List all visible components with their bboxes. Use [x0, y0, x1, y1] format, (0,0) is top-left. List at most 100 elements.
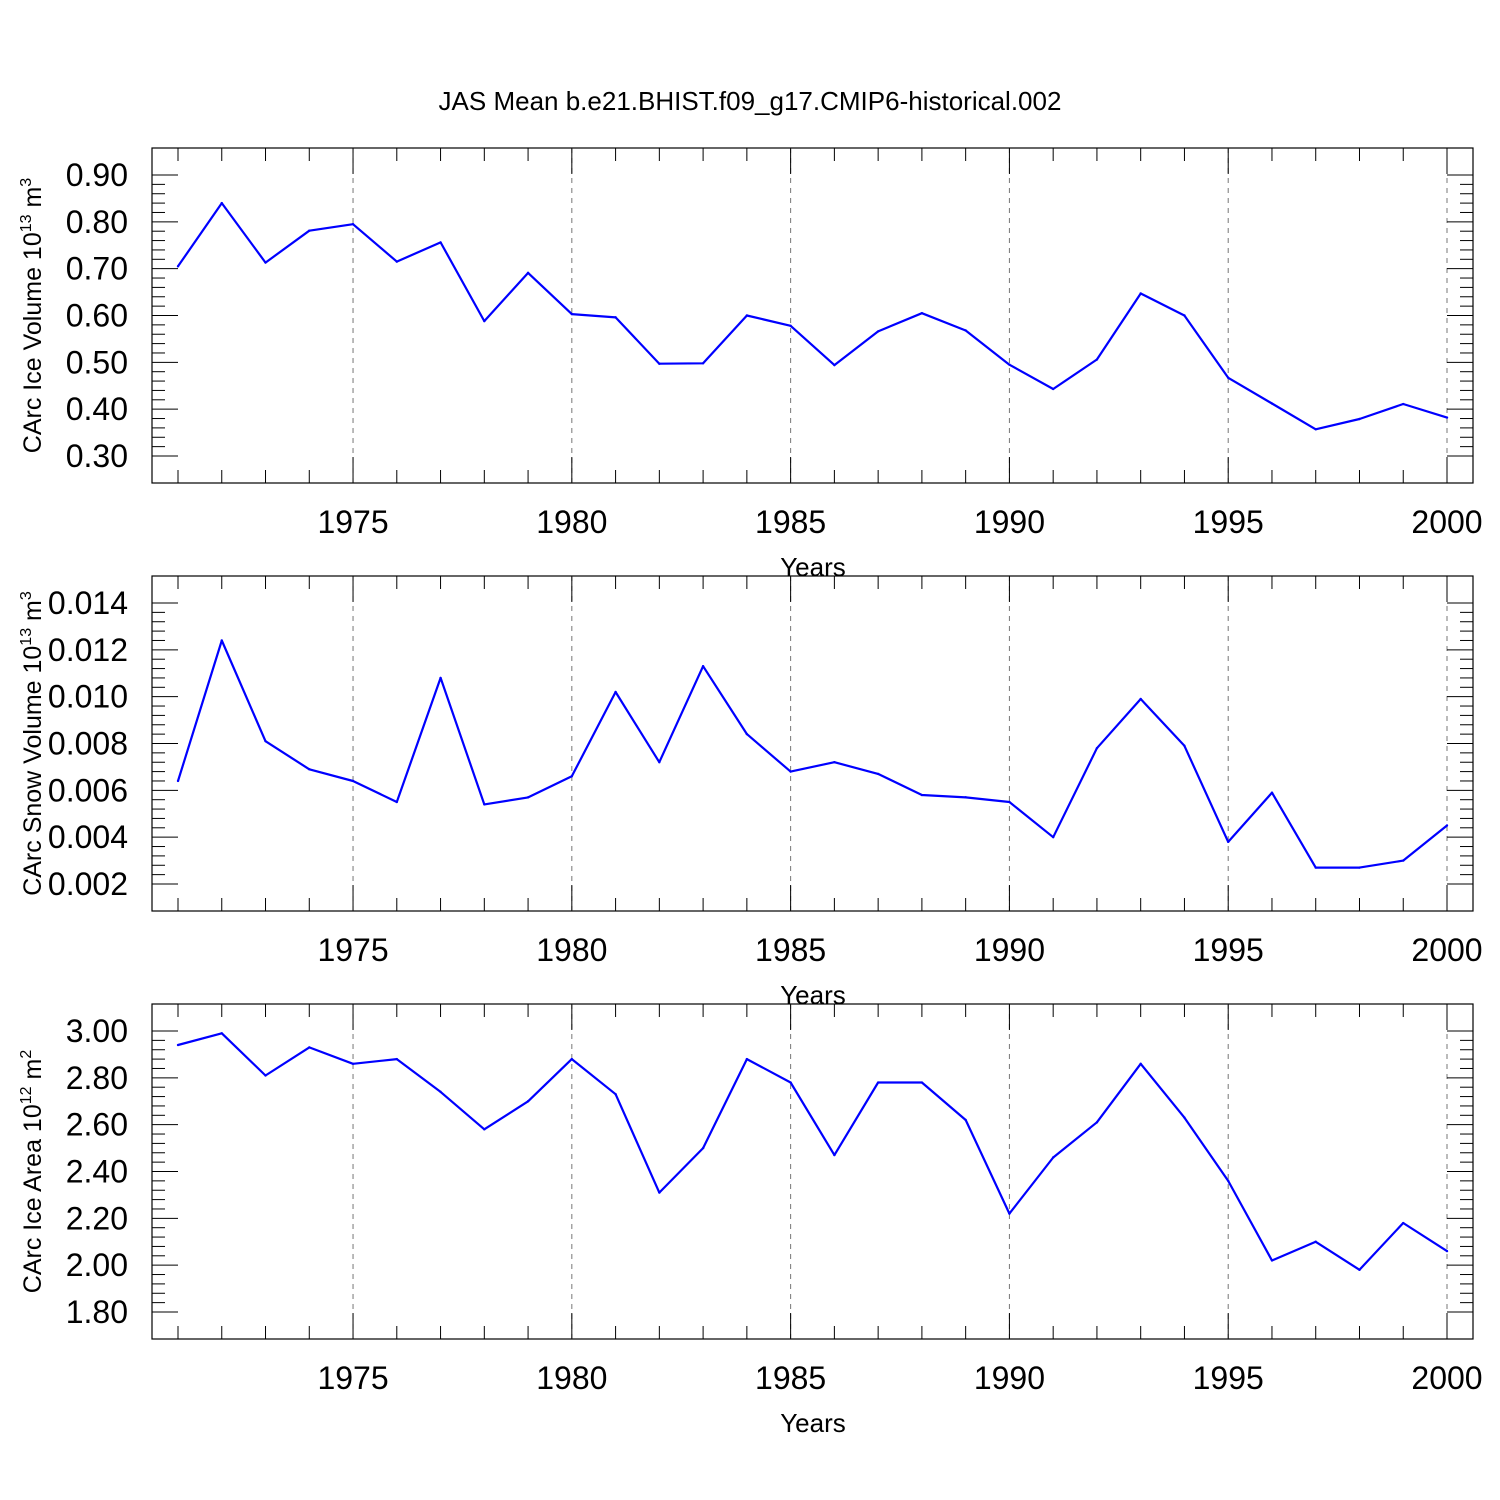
data-point [1008, 800, 1011, 804]
y-tick-label: 0.010 [48, 679, 128, 715]
y-tick-label: 2.80 [66, 1060, 128, 1096]
y-tick-label: 0.002 [48, 866, 128, 902]
data-point [789, 770, 792, 773]
y-tick-label: 0.012 [48, 632, 128, 668]
data-point [876, 772, 880, 776]
data-point [570, 312, 574, 316]
x-tick-label: 1990 [974, 504, 1045, 540]
data-point [920, 311, 924, 315]
data-point [701, 665, 705, 668]
data-point [308, 1046, 311, 1049]
data-point [264, 1074, 267, 1077]
data-point [745, 1057, 749, 1061]
y-axis-label: CArc Snow Volume 1013 m3 [18, 591, 47, 896]
data-point [614, 690, 617, 694]
data-point [1358, 866, 1361, 869]
y-tick-label: 0.70 [66, 251, 128, 287]
chart-panel-3: 1.80 2.00 2.20 2.40 2.60 2.80 3.00 1975 1980 1985… [18, 1003, 1483, 1438]
data-point [439, 1090, 442, 1094]
data-point [526, 271, 530, 275]
data-point [483, 319, 486, 323]
data-point [395, 800, 398, 804]
data-point [483, 1128, 486, 1131]
data-point [1008, 363, 1011, 366]
data-point [1402, 859, 1405, 862]
y-tick-label: 0.40 [66, 391, 128, 427]
data-point [614, 1093, 617, 1096]
data-point [1139, 697, 1142, 701]
y-tick-label: 0.60 [66, 298, 128, 334]
data-point [1445, 1249, 1449, 1253]
data-point [439, 676, 442, 680]
y-tick-label: 0.014 [48, 585, 128, 621]
data-point [1270, 402, 1274, 405]
data-point [964, 1118, 967, 1122]
x-tick-label: 1975 [317, 932, 388, 968]
data-point [395, 1057, 398, 1061]
data-point [1051, 835, 1055, 839]
y-tick-label: 0.006 [48, 772, 128, 808]
data-point [920, 793, 924, 797]
data-point [439, 241, 442, 244]
data-point [833, 1153, 836, 1157]
data-point [614, 316, 617, 319]
y-tick-label: 0.008 [48, 726, 128, 762]
x-axis-label: Years [780, 980, 846, 1010]
data-point [1183, 744, 1186, 748]
data-point [176, 1043, 180, 1047]
y-tick-label: 0.004 [48, 819, 128, 855]
data-point [964, 329, 967, 332]
data-point [920, 1081, 924, 1084]
data-point [1358, 1268, 1361, 1272]
x-tick-label: 1985 [755, 1360, 826, 1396]
y-tick-label: 0.90 [66, 157, 128, 193]
y-tick-label: 0.50 [66, 344, 128, 380]
data-point [1270, 1259, 1274, 1262]
data-point [1402, 1221, 1405, 1225]
data-point [526, 1100, 530, 1103]
data-point [1095, 358, 1099, 361]
data-point [1095, 1121, 1099, 1124]
data-point [833, 363, 836, 367]
data-point [701, 362, 705, 365]
data-point [1139, 292, 1142, 295]
data-point [1227, 376, 1230, 379]
x-tick-label: 1980 [536, 504, 607, 540]
data-point [1270, 791, 1274, 794]
data-point [658, 761, 661, 764]
plot-frame [151, 575, 1474, 912]
data-point [176, 265, 180, 268]
data-point [526, 796, 530, 799]
chart-panel-1: 0.30 0.40 0.50 0.60 0.70 0.80 0.90 1975 1980 1985… [18, 147, 1483, 582]
data-point [351, 222, 355, 226]
data-point [1095, 746, 1099, 750]
chart-title: JAS Mean b.e21.BHIST.f09_g17.CMIP6-histo… [439, 86, 1062, 116]
data-point [745, 732, 749, 736]
data-point [1183, 314, 1186, 317]
y-tick-label: 1.80 [66, 1294, 128, 1330]
data-point [1183, 1116, 1186, 1119]
data-point [308, 768, 311, 771]
data-point [264, 739, 267, 743]
data-point [308, 229, 311, 232]
x-tick-label: 1990 [974, 1360, 1045, 1396]
y-tick-label: 2.20 [66, 1200, 128, 1236]
data-point [1314, 428, 1317, 431]
x-axis-label: Years [780, 1408, 846, 1438]
x-tick-label: 1995 [1193, 1360, 1264, 1396]
y-tick-label: 2.40 [66, 1154, 128, 1190]
series-line [177, 202, 1448, 431]
data-point [1051, 1156, 1055, 1159]
x-tick-label: 1980 [536, 932, 607, 968]
data-point [1314, 866, 1317, 869]
data-point [1227, 1179, 1230, 1183]
x-tick-label: 1980 [536, 1360, 607, 1396]
data-point [1227, 840, 1230, 844]
x-tick-label: 1985 [755, 932, 826, 968]
data-point [876, 330, 880, 333]
data-point [1445, 824, 1449, 827]
data-point [745, 314, 749, 317]
data-point [1139, 1062, 1142, 1065]
x-tick-label: 2000 [1411, 504, 1482, 540]
